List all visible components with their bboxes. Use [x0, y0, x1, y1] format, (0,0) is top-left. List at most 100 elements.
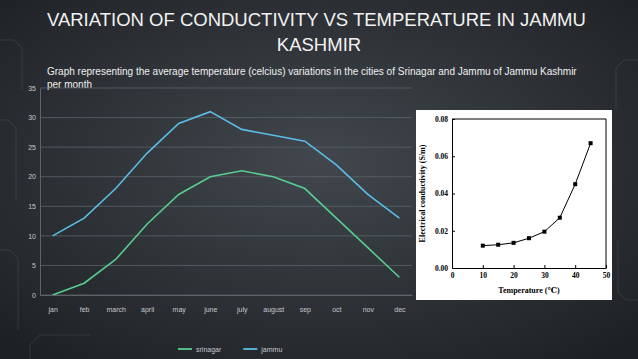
legend-swatch [243, 348, 257, 350]
tick: 0.00 [435, 264, 455, 273]
tick-label: 0 [32, 292, 36, 299]
grid-line [40, 176, 412, 177]
circuit-line [616, 60, 638, 110]
circuit-line [0, 250, 18, 330]
tick: 10 [28, 233, 40, 240]
tick: august [263, 295, 284, 314]
tick: 30 [28, 114, 40, 121]
frame [452, 119, 606, 120]
circuit-line [0, 120, 16, 200]
slide: VARIATION OF CONDUCTIVITY VS TEMPERATURE… [0, 0, 638, 359]
tick: 15 [28, 203, 40, 210]
series-line [483, 143, 591, 245]
x-axis: janfebmarchaprilmayjunejulyaugustsepoctn… [41, 295, 413, 314]
tick-label: jan [47, 306, 57, 314]
tick: 35 [28, 85, 40, 92]
tick-label: 25 [28, 144, 36, 151]
tick: dec [394, 295, 406, 313]
series-line [53, 171, 400, 295]
tick-label: 30 [541, 271, 549, 280]
tick-label: july [236, 306, 248, 314]
tick: 10 [480, 265, 488, 280]
legend-item: jammu [243, 346, 282, 354]
marker [496, 243, 500, 247]
tick-label: 40 [572, 271, 580, 280]
tick-mark [544, 265, 545, 268]
circuit-line [0, 40, 22, 90]
part: KASHMIR [277, 34, 361, 55]
tick: march [106, 295, 126, 313]
chart-title: Graph representing the average temperatu… [47, 66, 579, 90]
slide-title: VARIATION OF CONDUCTIVITY VS TEMPERATURE… [47, 9, 591, 55]
marker [573, 182, 577, 186]
circuit-line [618, 240, 638, 300]
conductivity-chart: 010203040500.000.020.040.060.08Temperatu… [416, 110, 612, 300]
grid-line [40, 147, 412, 148]
tick-label: dec [394, 306, 406, 313]
x-axis: 01020304050 [451, 265, 611, 280]
legend-label: srinagar [196, 346, 222, 354]
tick-mark [514, 265, 515, 268]
tick: oct [332, 295, 341, 313]
grid-line [40, 88, 412, 89]
tick: 40 [572, 265, 580, 280]
tick-mark [606, 265, 607, 268]
tick-mark [452, 231, 455, 232]
tick-label: sep [300, 306, 311, 314]
tick-label: 0.06 [435, 152, 448, 161]
tick-label: oct [332, 306, 341, 313]
grid-line [40, 117, 412, 118]
y-axis: 05101520253035 [28, 85, 40, 299]
frame [606, 119, 607, 268]
tick-label: 30 [28, 114, 36, 121]
tick: jan [47, 295, 57, 314]
tick-label: nov [363, 306, 375, 313]
y-axis: 0.00 0.02 0.04 0.06 0.08 [435, 115, 455, 273]
tick-label: 35 [28, 85, 36, 92]
legend-swatch [178, 348, 192, 350]
marker [481, 244, 485, 248]
tick-label: 0.08 [435, 115, 448, 124]
axis-line [40, 89, 41, 296]
legend-item: srinagar [178, 346, 222, 354]
marker [512, 241, 516, 245]
marker [527, 236, 531, 240]
axis-title: Temperature (℃) [498, 286, 560, 295]
tick: july [236, 295, 248, 314]
axis-line [453, 268, 607, 269]
tick-mark [452, 119, 455, 120]
decoration [0, 40, 638, 359]
tick-mark [452, 268, 455, 269]
tick-mark [452, 156, 455, 157]
tick: 20 [28, 173, 40, 180]
tick: 50 [603, 265, 611, 280]
tick: 0 [32, 292, 40, 299]
circuit-line [30, 335, 90, 359]
tick-label: 15 [28, 203, 36, 210]
tick-label: 0.02 [435, 227, 448, 236]
tick-mark [483, 265, 484, 268]
tick: 0.04 [435, 189, 455, 198]
marker [589, 141, 593, 145]
tick-label: feb [80, 306, 90, 313]
marker [542, 230, 546, 234]
tick-label: 20 [510, 271, 518, 280]
tick-label: 10 [28, 233, 36, 240]
axis-title: Electrical conductivity (S/m) [418, 144, 427, 242]
tick: sep [300, 295, 311, 314]
tick-mark [575, 265, 576, 268]
series-line [53, 112, 400, 236]
tick-label: march [106, 306, 126, 313]
grid-line [40, 265, 412, 266]
part: Graph representing the average temperatu… [47, 66, 579, 77]
plot-area [481, 141, 593, 247]
tick-mark [452, 194, 455, 195]
tick-label: 0.00 [435, 264, 448, 273]
plot-area [53, 112, 400, 295]
tick: april [141, 295, 155, 314]
tick: nov [363, 295, 375, 313]
tick: june [203, 295, 217, 314]
tick-label: 10 [480, 271, 488, 280]
tick-label: 50 [603, 271, 611, 280]
tick: 25 [28, 144, 40, 151]
